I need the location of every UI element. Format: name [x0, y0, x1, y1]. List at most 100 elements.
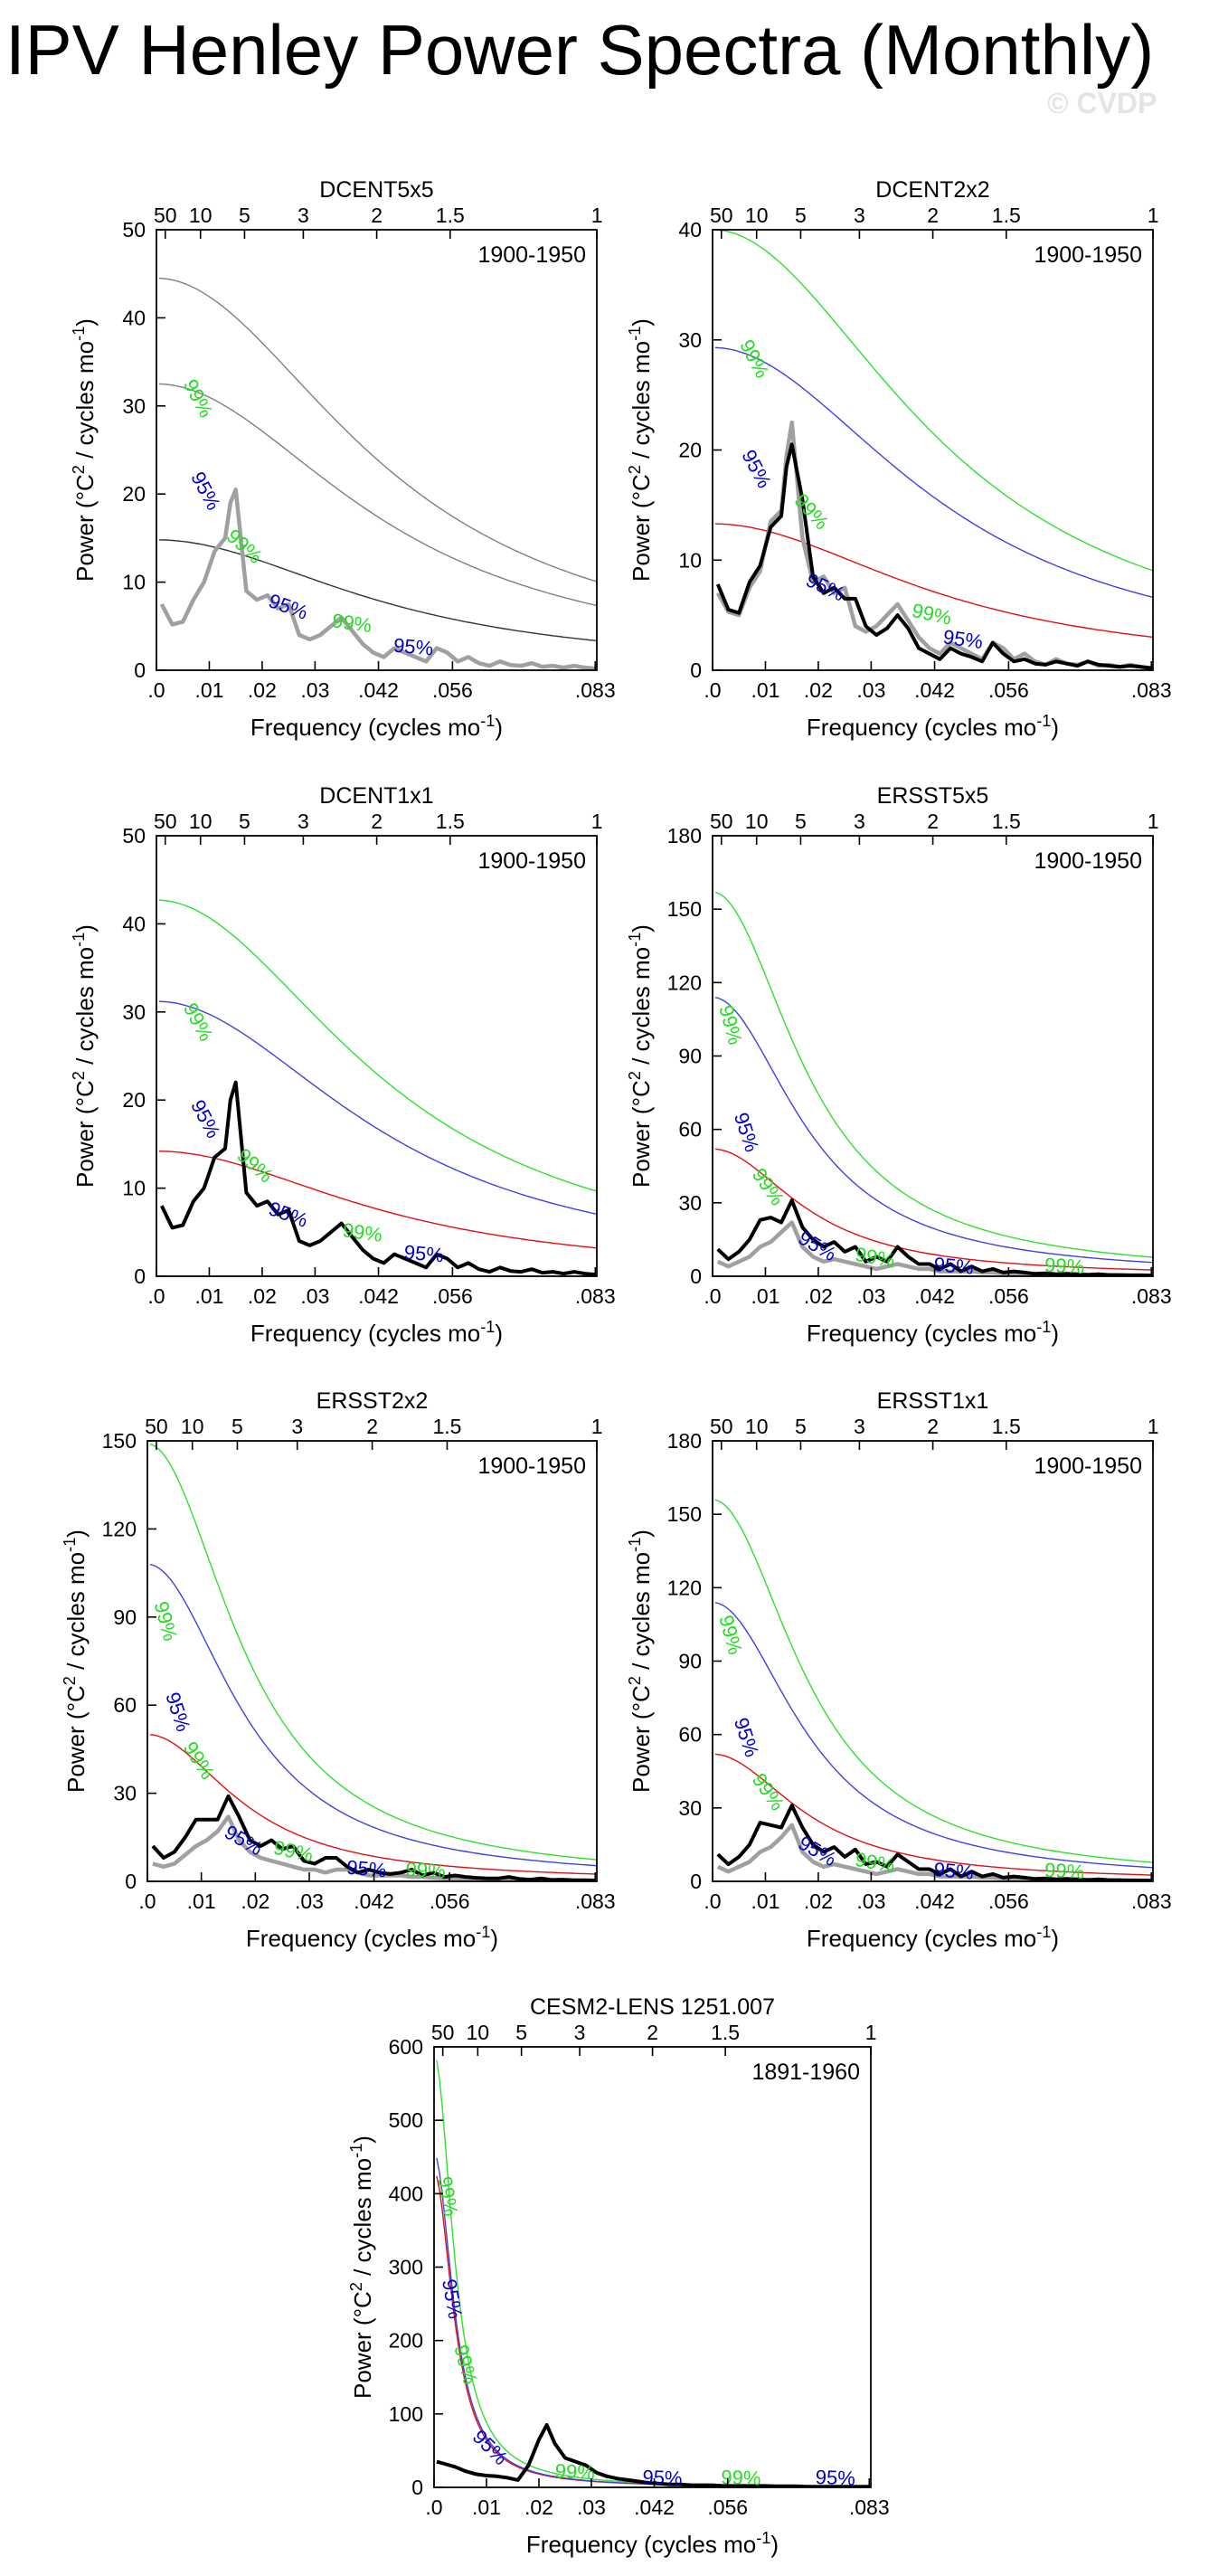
ci-label-95-6: 95%: [933, 1858, 975, 1884]
ci-label-95-6: 95%: [642, 2466, 683, 2490]
period-tick-label: 2: [371, 810, 383, 833]
ci-label-95-4: 95%: [266, 589, 311, 624]
period-tick-label: 50: [145, 1415, 168, 1438]
x-tick-label: .01: [472, 2496, 501, 2519]
y-tick-label: 40: [678, 218, 702, 242]
period-tick-label: 1: [591, 204, 603, 227]
period-tick-label: 2: [371, 204, 383, 227]
y-tick-label: 30: [113, 1782, 137, 1805]
ci95-curve: [158, 383, 597, 607]
ci95-curve: [436, 2157, 871, 2487]
y-tick-label: 0: [690, 1264, 702, 1288]
x-tick-label: .03: [856, 1284, 885, 1308]
period-tick-label: 2: [927, 1415, 939, 1438]
ci-label-95-2: 95%: [186, 468, 225, 514]
chart-title: CESM2-LENS 1251.007: [530, 1994, 775, 2020]
red-noise-curve: [158, 1151, 597, 1249]
y-tick-label: 600: [389, 2035, 423, 2059]
x-tick-label: .042: [634, 2496, 675, 2519]
chart-title: DCENT1x1: [319, 783, 433, 809]
period-tick-label: 2: [366, 1415, 378, 1438]
spectrum-line-alt: [159, 488, 596, 670]
y-tick-label: 40: [122, 306, 146, 329]
y-tick-label: 300: [389, 2256, 423, 2279]
y-tick-label: 90: [113, 1605, 137, 1629]
period-tick-label: 5: [231, 1415, 243, 1438]
ci-label-99-5: 99%: [331, 609, 373, 637]
x-tick-label: .03: [300, 1284, 329, 1308]
ci-label-95-6: 95%: [941, 625, 984, 653]
y-tick-label: 20: [678, 439, 702, 462]
chart-title: DCENT5x5: [319, 177, 433, 203]
ci-label-99-5: 99%: [341, 1218, 383, 1246]
chart-panel-5: 99%95%99%95% 99%95% 99%0306090120150.0.01.…: [61, 1388, 616, 1952]
x-tick-label: .042: [914, 1284, 955, 1308]
chart-panel-2: 99%95%99%95%99%95%010203040.0.01.02.03.0…: [626, 177, 1172, 741]
period-tick-label: 5: [795, 1415, 807, 1438]
ci-label-95-4: 95%: [221, 1821, 267, 1861]
y-axis-label: Power (°C2 / cycles mo-1): [626, 924, 655, 1188]
x-tick-label: .01: [751, 678, 779, 702]
watermark: © CVDP: [1047, 87, 1157, 119]
reference-curves: [714, 230, 1153, 639]
y-tick-label: 30: [678, 328, 702, 352]
y-tick-label: 60: [113, 1693, 137, 1717]
ci-label-99-5: 99%: [854, 1243, 897, 1272]
ci-label-95-2: 95%: [438, 2278, 467, 2321]
period-tick-label: 50: [710, 810, 733, 833]
plot-frame: [433, 2046, 872, 2488]
ci-label-95-2: 95%: [730, 1715, 763, 1760]
x-tick-label: .03: [856, 678, 885, 702]
ci-label-95-6: 95%: [933, 1253, 975, 1279]
chart-panel-6: 99%95%99%95% 99% 95% 99%0306090120150180.0.…: [626, 1388, 1172, 1952]
x-tick-label: .042: [358, 678, 399, 702]
x-axis-label: Frequency (cycles mo-1): [246, 1923, 498, 1952]
y-tick-label: 50: [122, 218, 146, 242]
period-tick-label: 1: [1148, 810, 1159, 833]
spectrum-line-alt: [715, 420, 1152, 670]
period-tick-label: 1.5: [436, 204, 465, 227]
x-tick-label: .03: [300, 678, 329, 702]
ci-label-95-2: 95%: [186, 1096, 225, 1142]
chart-title: ERSST5x5: [877, 783, 989, 809]
spectrum-series: [159, 1080, 596, 1276]
x-tick-label: .0: [704, 1889, 721, 1913]
y-tick-label: 200: [389, 2329, 423, 2353]
period-tick-label: 1.5: [992, 810, 1021, 833]
period-tick-label: 1.5: [432, 1415, 461, 1438]
period-tick-label: 50: [154, 204, 177, 227]
y-axis-label: Power (°C2 / cycles mo-1): [70, 318, 99, 582]
x-tick-label: .01: [187, 1889, 216, 1913]
ci-label-95-4: 95%: [468, 2425, 513, 2469]
ci-label-99-5: 99%: [854, 1848, 897, 1877]
period-tick-label: 3: [854, 204, 865, 227]
ci95-curve: [714, 1602, 1153, 1869]
period-tick-label: 50: [710, 204, 733, 227]
y-tick-label: 0: [690, 1870, 702, 1893]
plot-frame: [156, 835, 598, 1277]
x-tick-label: .042: [914, 1889, 955, 1913]
y-tick-label: 400: [389, 2182, 423, 2205]
spectrum-line: [151, 1794, 596, 1881]
y-tick-label: 90: [678, 1650, 702, 1673]
x-tick-label: .01: [751, 1889, 779, 1913]
y-axis-label: Power (°C2 / cycles mo-1): [347, 2136, 376, 2399]
x-tick-label: .0: [704, 678, 721, 702]
reference-curves: [158, 899, 597, 1249]
chart-title: DCENT2x2: [875, 177, 989, 203]
red-noise-curve: [158, 539, 597, 642]
red-noise-curve: [714, 1148, 1153, 1271]
period-label: 1900-1950: [1034, 848, 1142, 874]
ci-label-99-1: 99%: [433, 2174, 462, 2218]
chart-panel-7: 99% 95% 99% 95% 99% 95% 99% 95% 0 100 200 300 400 500…: [347, 1994, 890, 2558]
x-tick-label: .02: [804, 1889, 833, 1913]
x-tick-label: .0: [138, 1889, 156, 1913]
ci-label-95-4: 95%: [266, 1197, 311, 1232]
period-tick-label: 1.5: [992, 204, 1021, 227]
ci-label-99-1: 99%: [179, 999, 218, 1046]
chart-panel-3: 99%95%99%95%99%95%01020304050.0.01.02.03…: [70, 783, 616, 1347]
ci99-curve: [714, 230, 1153, 572]
ci-label-99-3: 99%: [222, 525, 267, 568]
ci99-curve: [436, 2060, 871, 2487]
ci-label-95-6: 95%: [403, 1241, 445, 1267]
